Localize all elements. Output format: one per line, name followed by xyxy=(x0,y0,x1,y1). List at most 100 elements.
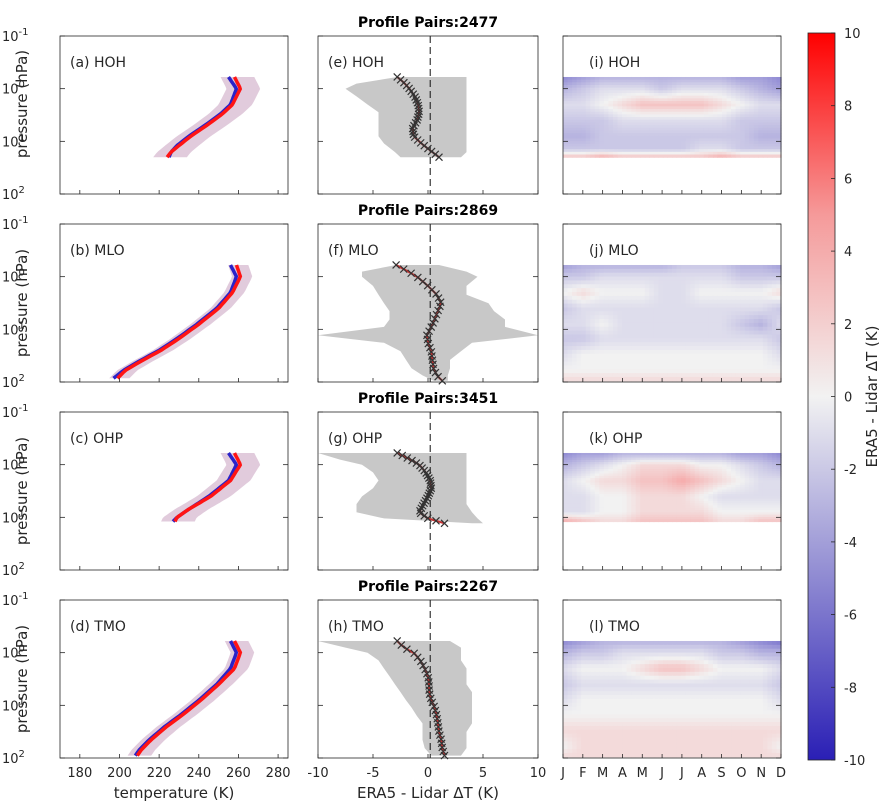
contour-cell xyxy=(717,489,723,493)
contour-cell xyxy=(681,299,687,305)
diff-marker xyxy=(423,514,432,523)
contour-cell xyxy=(753,284,759,289)
contour-cell xyxy=(599,146,605,150)
contour-cell xyxy=(658,117,664,121)
y-tick-label: 102 xyxy=(2,373,25,391)
contour-cell xyxy=(635,272,641,278)
contour-cell xyxy=(667,505,673,509)
contour-cell xyxy=(676,487,682,491)
contour-cell xyxy=(612,322,619,328)
contour-cell xyxy=(567,146,573,150)
contour-cell xyxy=(563,466,569,470)
contour-cell xyxy=(626,122,632,126)
contour-cell xyxy=(631,491,637,495)
contour-cell xyxy=(753,507,759,511)
contour-cell xyxy=(731,487,737,491)
contour-cell xyxy=(672,455,678,459)
contour-cell xyxy=(662,292,669,297)
contour-cell xyxy=(585,471,591,475)
contour-cell xyxy=(662,640,669,646)
contour-cell xyxy=(771,519,778,523)
contour-cell xyxy=(653,466,659,470)
contour-cell xyxy=(590,141,596,145)
contour-cell xyxy=(758,288,764,293)
contour-cell xyxy=(581,455,587,459)
contour-cell xyxy=(731,79,737,83)
contour-cell xyxy=(735,346,741,351)
contour-cell xyxy=(749,141,755,145)
contour-cell xyxy=(694,648,700,654)
contour-cell xyxy=(771,349,778,355)
contour-cell xyxy=(676,101,682,105)
contour-cell xyxy=(699,346,705,351)
contour-cell xyxy=(708,276,714,282)
contour-cell xyxy=(608,319,614,324)
contour-cell xyxy=(712,660,719,665)
contour-cell xyxy=(644,284,650,289)
contour-cell xyxy=(749,471,755,475)
contour-cell xyxy=(612,307,619,312)
contour-cell xyxy=(617,151,623,156)
contour-cell xyxy=(703,503,709,507)
contour-cell xyxy=(640,656,646,661)
contour-cell xyxy=(622,468,628,472)
contour-cell xyxy=(771,640,778,646)
contour-cell xyxy=(699,79,705,83)
contour-cell xyxy=(717,114,723,118)
contour-cell xyxy=(708,462,714,465)
contour-cell xyxy=(563,288,569,293)
contour-cell xyxy=(676,141,682,145)
contour-cell xyxy=(676,154,682,158)
contour-cell xyxy=(567,103,573,107)
contour-cell xyxy=(563,478,569,481)
contour-cell xyxy=(681,93,687,97)
contour-cell xyxy=(753,130,759,134)
contour-cell xyxy=(594,491,600,495)
contour-cell xyxy=(585,478,591,481)
contour-cell xyxy=(572,489,578,493)
contour-cell xyxy=(640,98,646,102)
contour-cell xyxy=(594,475,600,479)
contour-cell xyxy=(576,473,582,477)
contour-cell xyxy=(735,652,741,658)
contour-cell xyxy=(658,295,664,301)
contour-cell xyxy=(740,117,746,121)
contour-cell xyxy=(758,330,764,336)
contour-cell xyxy=(576,503,582,507)
contour-cell xyxy=(685,268,691,274)
contour-cell xyxy=(672,507,678,511)
contour-cell xyxy=(753,664,759,669)
contour-cell xyxy=(572,510,578,513)
contour-cell xyxy=(735,109,741,113)
contour-cell xyxy=(703,652,709,658)
y-tick-base: 10 xyxy=(2,323,19,338)
contour-cell xyxy=(667,648,673,654)
contour-cell xyxy=(771,466,778,470)
contour-cell xyxy=(749,303,755,309)
contour-cell xyxy=(667,494,673,497)
contour-cell xyxy=(581,342,587,347)
contour-cell xyxy=(667,478,673,481)
contour-cell xyxy=(590,507,596,511)
contour-cell xyxy=(631,503,637,507)
contour-cell xyxy=(712,117,719,121)
contour-cell xyxy=(699,130,705,134)
contour-cell xyxy=(631,648,637,654)
contour-cell xyxy=(776,103,782,107)
contour-cell xyxy=(762,151,768,156)
contour-cell xyxy=(567,473,573,477)
contour-cell xyxy=(681,480,687,484)
contour-cell xyxy=(753,95,759,99)
contour-cell xyxy=(744,109,750,113)
contour-cell xyxy=(717,79,723,83)
contour-cell xyxy=(676,365,682,370)
contour-cell xyxy=(594,349,600,355)
contour-cell xyxy=(635,122,641,126)
contour-cell xyxy=(758,307,764,312)
contour-cell xyxy=(585,496,591,500)
contour-cell xyxy=(662,349,669,355)
contour-cell xyxy=(622,656,628,661)
contour-cell xyxy=(576,154,582,158)
contour-cell xyxy=(563,85,569,89)
contour-cell xyxy=(712,466,719,470)
